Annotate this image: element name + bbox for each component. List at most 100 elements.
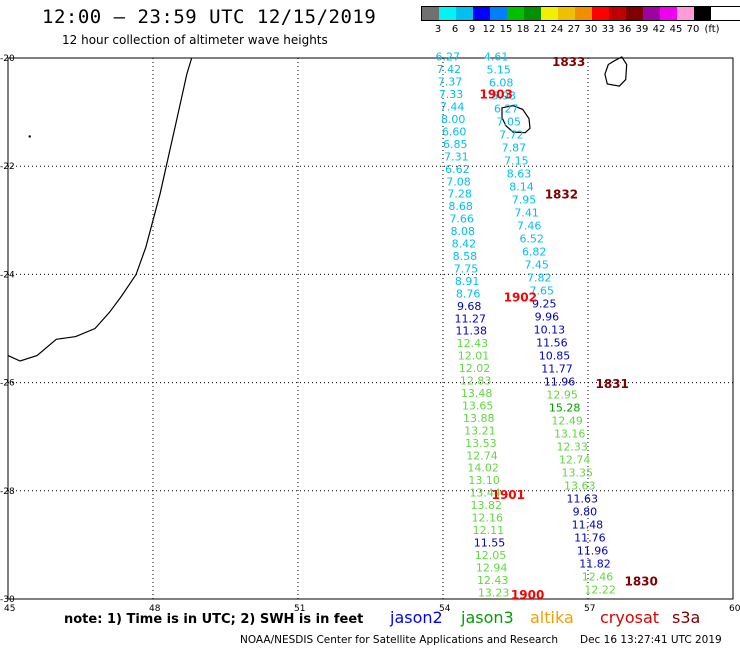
wave-height-value: 9.80 [573, 506, 598, 519]
legend-label: 30 [584, 24, 598, 35]
legend-swatch [575, 7, 592, 20]
wave-height-value: 12.74 [559, 454, 591, 467]
wave-height-value: 7.66 [449, 213, 474, 226]
wave-height-value: 7.72 [499, 129, 524, 142]
x-tick-label: 57 [584, 604, 595, 614]
wave-height-value: 6.62 [445, 163, 470, 176]
footer-date: Dec 16 13:27:41 UTC 2019 [580, 634, 722, 646]
legend-label: 70 [686, 24, 700, 35]
wave-height-value: 8.00 [441, 113, 466, 126]
wave-height-value: 9.68 [457, 300, 482, 313]
wave-height-value: 7.37 [438, 76, 463, 89]
wave-height-value: 6.27 [436, 51, 461, 64]
wave-height-value: 12.43 [457, 337, 489, 350]
legend-label: 45 [669, 24, 683, 35]
wave-height-value: 12.33 [556, 441, 588, 454]
legend-swatch [609, 7, 626, 20]
wave-height-value: 12.22 [584, 584, 616, 597]
wave-height-value: 12.49 [551, 415, 583, 428]
legend-label: 42 [652, 24, 666, 35]
wave-height-value: 9.25 [532, 298, 557, 311]
mauritius-island [604, 56, 628, 87]
wave-height-value: 13.65 [462, 400, 494, 413]
legend-swatches [421, 6, 740, 21]
chart-subtitle: 12 hour collection of altimeter wave hei… [62, 33, 328, 47]
wave-height-value: 9.96 [535, 311, 560, 324]
wave-height-value: 10.13 [534, 324, 566, 337]
wave-height-value: 7.08 [446, 175, 471, 188]
time-label: 1902 [504, 291, 537, 305]
wave-height-value: 7.46 [517, 220, 542, 233]
madagascar-coastline [7, 57, 193, 362]
wave-height-value: 8.42 [452, 238, 477, 251]
wave-height-value: 11.48 [572, 519, 604, 532]
legend-swatch [507, 7, 524, 20]
wave-height-value: 7.33 [439, 88, 464, 101]
y-tick-label: -24 [0, 270, 15, 280]
legend-labels: 3 6 9 12 15 18 21 24 27 30 33 36 39 42 45 70 (ft) [421, 21, 740, 35]
legend-swatch [694, 7, 711, 20]
chart-title: 12:00 – 23:59 UTC 12/15/2019 [42, 6, 377, 28]
legend-unit-label: (ft) [704, 24, 720, 35]
legend-label: 3 [434, 24, 442, 35]
wave-height-value: 10.85 [539, 350, 571, 363]
wave-height-value: 7.42 [437, 63, 462, 76]
legend-label: 15 [499, 24, 513, 35]
wave-height-value: 7.65 [530, 285, 555, 298]
color-legend: 3 6 9 12 15 18 21 24 27 30 33 36 39 42 45 70 (ft) [421, 6, 740, 35]
wave-height-value: 11.96 [577, 545, 609, 558]
wave-height-value: 13.82 [471, 499, 503, 512]
legend-swatch [439, 7, 456, 20]
wave-height-value: 14.02 [467, 462, 499, 475]
sat-label-cryosat: cryosat [600, 608, 660, 627]
legend-label: 33 [601, 24, 615, 35]
y-tick-label: -22 [0, 162, 15, 172]
legend-swatch [456, 7, 473, 20]
x-tick-label: 48 [149, 604, 161, 614]
wave-height-value: 12.05 [475, 549, 507, 562]
reunion-island [501, 104, 531, 134]
wave-height-value: 5.15 [486, 64, 511, 77]
time-label: 1901 [492, 488, 525, 502]
y-tick-label: -30 [0, 595, 15, 605]
wave-height-value: 7.44 [440, 101, 465, 114]
wave-height-value: 13.10 [468, 474, 500, 487]
legend-swatch [422, 7, 439, 20]
wave-height-value: 6.82 [522, 246, 547, 259]
wave-height-value: 12.83 [460, 375, 492, 388]
wave-height-value: 11.82 [579, 558, 611, 571]
legend-label: 36 [618, 24, 632, 35]
wave-height-value: 13.23 [478, 586, 510, 599]
wave-height-value: 13.21 [464, 424, 496, 437]
x-tick-label: 51 [294, 604, 305, 614]
wave-height-value: 8.63 [507, 168, 532, 181]
wave-height-value: 6.27 [494, 103, 519, 116]
wave-height-value: 11.38 [456, 325, 488, 338]
wave-height-value: 11.76 [574, 532, 606, 545]
note-text: note: 1) Time is in UTC; 2) SWH is in fe… [64, 612, 364, 627]
wave-height-value: 7.75 [454, 262, 479, 275]
wave-height-value: 13.88 [463, 412, 495, 425]
wave-height-value: 5.93 [492, 90, 517, 103]
wave-height-value: 11.96 [544, 376, 576, 389]
time-label: 1830 [624, 575, 657, 589]
wave-height-value: 6.60 [442, 125, 467, 138]
y-tick-label: -20 [0, 54, 15, 64]
wave-height-value: 8.68 [448, 200, 473, 213]
wave-height-value: 13.63 [564, 480, 596, 493]
footer-credit: NOAA/NESDIS Center for Satellite Applica… [240, 634, 558, 646]
time-label: 1832 [545, 188, 578, 202]
y-tick-label: -26 [0, 379, 15, 389]
time-label: 1833 [552, 55, 585, 69]
sat-label-jason3: jason3 [461, 608, 514, 627]
legend-swatch [473, 7, 490, 20]
sat-label-altika: altika [530, 608, 574, 627]
legend-label: 12 [482, 24, 496, 35]
wave-height-value: 4.61 [484, 51, 509, 64]
legend-swatch [592, 7, 609, 20]
wave-height-value: 11.27 [455, 312, 487, 325]
legend-label: 9 [468, 24, 476, 35]
sat-label-s3a: s3a [672, 608, 701, 627]
legend-swatch [524, 7, 541, 20]
